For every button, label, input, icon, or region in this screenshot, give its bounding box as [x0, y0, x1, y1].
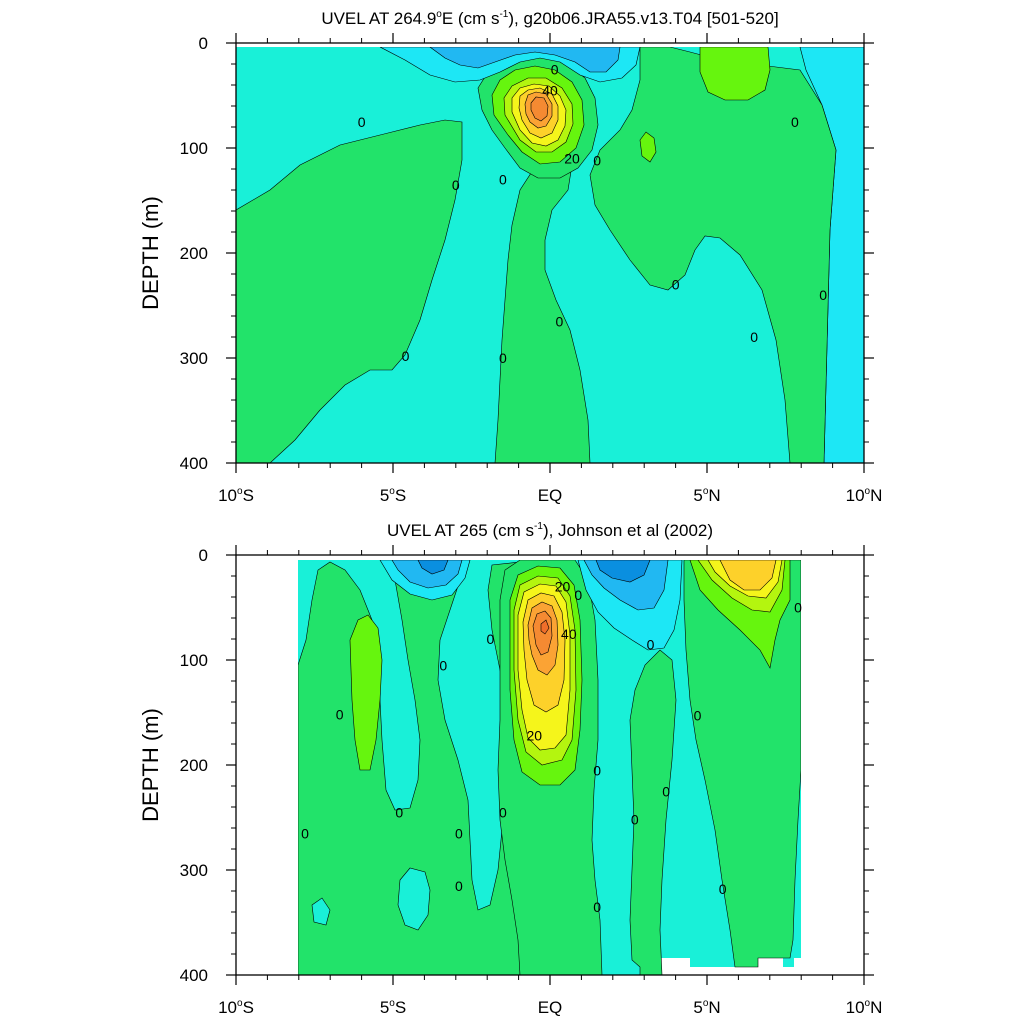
x-tick-label: EQ — [538, 998, 563, 1017]
y-tick-label: 0 — [199, 546, 208, 565]
contour-label: 0 — [486, 631, 494, 647]
x-tick-label: EQ — [538, 486, 563, 505]
y-axis-label: DEPTH (m) — [138, 196, 163, 310]
contour-field — [236, 555, 864, 975]
x-tick-label: 5oN — [693, 486, 720, 505]
region-east-10 — [699, 46, 771, 101]
y-tick-label: 0 — [199, 34, 208, 53]
chart-title: UVEL AT 265 (cm s-1), Johnson et al (200… — [387, 521, 713, 540]
contour-label: 0 — [402, 348, 410, 364]
contour-labels: 0 0 0 0 40 20 0 0 0 0 0 0 0 0 — [358, 61, 828, 366]
region-euc-70 — [540, 619, 550, 635]
y-tick-labels: 0 100 200 300 400 — [180, 34, 208, 473]
contour-label: 0 — [301, 825, 309, 841]
contour-label: 0 — [556, 313, 564, 329]
contour-label: 0 — [819, 287, 827, 303]
region-east-10-small — [639, 131, 657, 163]
contour-label: 0 — [593, 153, 601, 169]
contour-label: 0 — [439, 657, 447, 673]
y-tick-label: 200 — [180, 244, 208, 263]
x-tick-label: 5oS — [380, 998, 406, 1017]
contour-label: 0 — [499, 804, 507, 820]
no-data-east — [801, 555, 864, 975]
region-west-positive — [236, 119, 463, 463]
contour-label: 0 — [794, 600, 802, 616]
contour-label: 0 — [499, 350, 507, 366]
x-tick-label: 10oN — [846, 998, 883, 1017]
chart-title: UVEL AT 264.9oE (cm s-1), g20b06.JRA55.v… — [321, 9, 778, 28]
contour-label: 0 — [593, 762, 601, 778]
x-tick-labels: 10oS 5oS EQ 5oN 10oN — [218, 998, 882, 1017]
x-tick-label: 10oS — [218, 998, 254, 1017]
contour-field — [236, 43, 864, 463]
x-tick-label: 10oS — [218, 486, 254, 505]
contour-label: 0 — [574, 587, 582, 603]
contour-label: 20 — [555, 579, 571, 595]
region-euc-60 — [530, 96, 549, 122]
y-tick-label: 200 — [180, 756, 208, 775]
contour-label: 0 — [455, 825, 463, 841]
x-tick-labels: 10oS 5oS EQ 5oN 10oN — [218, 486, 882, 505]
contour-label: 0 — [719, 881, 727, 897]
y-axis-label: DEPTH (m) — [138, 708, 163, 822]
panel-bottom: UVEL AT 265 (cm s-1), Johnson et al (200… — [138, 521, 882, 1017]
region-surface-neg20 — [429, 46, 621, 73]
contour-label: 20 — [527, 728, 543, 744]
y-tick-label: 400 — [180, 454, 208, 473]
contour-label: 0 — [662, 783, 670, 799]
contour-label: 0 — [791, 114, 799, 130]
y-tick-label: 100 — [180, 651, 208, 670]
panel-top: UVEL AT 264.9oE (cm s-1), g20b06.JRA55.v… — [138, 9, 882, 505]
contour-label: 0 — [551, 61, 559, 77]
region-euc-60 — [532, 610, 553, 656]
contour-label: 40 — [561, 626, 577, 642]
contour-label: 0 — [647, 636, 655, 652]
y-tick-label: 100 — [180, 139, 208, 158]
contour-label: 0 — [750, 329, 758, 345]
x-tick-label: 10oN — [846, 486, 883, 505]
y-tick-labels: 0 100 200 300 400 — [180, 546, 208, 985]
contour-label: 40 — [542, 82, 558, 98]
contour-label: 0 — [631, 812, 639, 828]
surface-gap — [236, 43, 864, 47]
no-data-west — [236, 555, 298, 975]
contour-label: 0 — [358, 114, 366, 130]
contour-label: 0 — [455, 878, 463, 894]
region-west-pocket-2 — [311, 897, 331, 926]
contour-label: 0 — [336, 707, 344, 723]
region-east-positive-1 — [629, 649, 677, 975]
axis-ticks — [226, 545, 874, 985]
y-tick-label: 300 — [180, 349, 208, 368]
contour-label: 0 — [672, 277, 680, 293]
contour-label: 0 — [452, 177, 460, 193]
x-tick-label: 5oS — [380, 486, 406, 505]
axis-ticks — [226, 33, 874, 473]
y-tick-label: 300 — [180, 861, 208, 880]
contour-label: 0 — [499, 172, 507, 188]
region-east-positive-2 — [683, 559, 802, 968]
contour-label: 20 — [564, 151, 580, 167]
x-tick-label: 5oN — [693, 998, 720, 1017]
surface-gap — [236, 555, 864, 560]
contour-label: 0 — [593, 899, 601, 915]
contour-label: 0 — [694, 708, 702, 724]
y-tick-label: 400 — [180, 966, 208, 985]
region-west-10 — [349, 614, 383, 771]
contour-label: 0 — [395, 804, 403, 820]
region-west-pocket — [397, 867, 431, 931]
